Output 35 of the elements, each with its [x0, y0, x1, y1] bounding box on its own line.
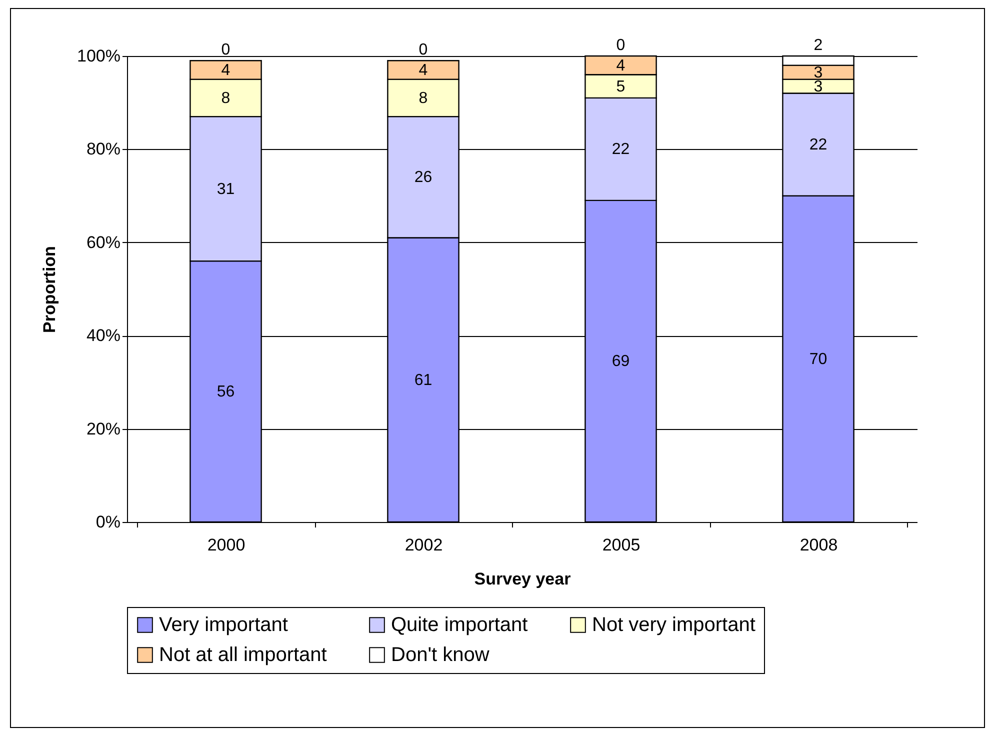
- data-label: 0: [418, 42, 428, 59]
- x-axis-title: Survey year: [474, 570, 572, 588]
- y-tick-label: 40%: [86, 326, 120, 346]
- y-tick-label: 80%: [86, 140, 120, 159]
- x-tick-label: 2002: [404, 536, 443, 554]
- x-tick-label: 2000: [207, 536, 246, 554]
- data-label: 70: [809, 350, 828, 368]
- data-label: 8: [418, 90, 428, 107]
- y-tick-label: 0%: [96, 512, 120, 532]
- data-label: 31: [216, 180, 235, 198]
- y-axis-title: Proportion: [40, 246, 60, 333]
- data-label: 0: [221, 42, 230, 59]
- data-label: 22: [809, 136, 828, 154]
- legend-label: Not at all important: [159, 644, 328, 666]
- legend-label: Quite important: [391, 614, 528, 636]
- data-label: 4: [616, 57, 626, 74]
- x-tick-label: 2005: [602, 536, 640, 554]
- data-label: 69: [612, 353, 630, 370]
- data-label: 56: [216, 384, 235, 401]
- legend-label: Don't know: [391, 644, 490, 666]
- legend-label: Not very important: [592, 614, 756, 636]
- data-label: 22: [612, 141, 630, 158]
- data-label: 26: [414, 169, 432, 186]
- y-tick-label: 20%: [86, 419, 120, 438]
- y-tick-label: 60%: [86, 232, 120, 252]
- data-label: 61: [414, 372, 432, 389]
- y-tick-label: 100%: [77, 46, 120, 66]
- legend-label: Very important: [159, 614, 288, 636]
- data-label: 4: [221, 62, 230, 79]
- data-label: 4: [418, 62, 428, 79]
- x-tick-label: 2008: [800, 536, 838, 554]
- data-label: 5: [616, 78, 626, 96]
- data-label: 8: [221, 90, 230, 107]
- data-label: 0: [616, 37, 626, 54]
- data-label: 2: [814, 37, 823, 54]
